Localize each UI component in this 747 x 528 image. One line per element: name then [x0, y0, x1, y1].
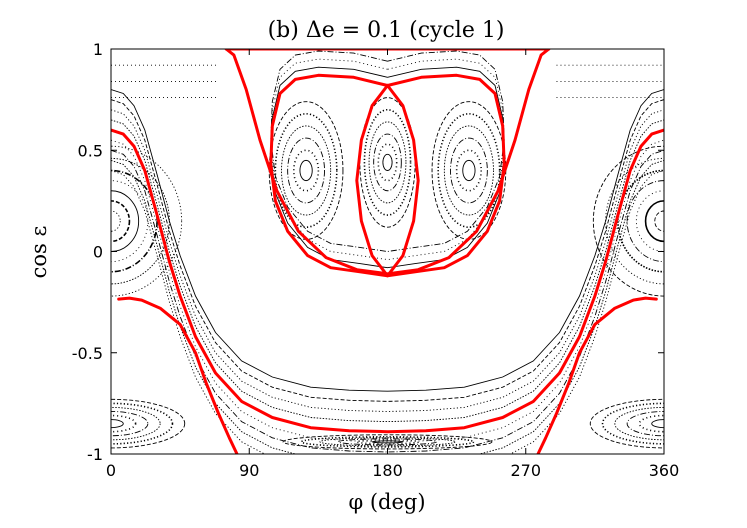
background-orbit	[274, 113, 338, 229]
background-orbit	[355, 439, 420, 445]
background-trajectory	[111, 149, 664, 453]
background-orbit	[111, 180, 149, 263]
background-orbit	[377, 143, 398, 182]
x-tick-label: 90	[239, 461, 259, 480]
background-trajectory	[270, 66, 505, 269]
background-orbit	[337, 438, 438, 446]
y-tick-label: -1	[87, 445, 103, 464]
x-axis-label: φ (deg)	[348, 490, 425, 514]
background-orbit	[292, 149, 320, 192]
background-trajectory	[111, 89, 664, 392]
y-tick-label: 1	[93, 40, 103, 59]
separatrix-3	[355, 84, 420, 278]
background-orbit	[363, 108, 412, 216]
background-orbit	[281, 125, 332, 216]
background-trajectory	[270, 50, 505, 252]
background-trajectory	[111, 119, 664, 423]
background-orbit	[111, 414, 137, 433]
background-orbit	[111, 398, 186, 449]
background-orbit	[443, 125, 494, 216]
separatrix-curves	[111, 49, 664, 454]
background-orbit	[300, 435, 475, 448]
background-trajectories	[111, 50, 664, 454]
background-orbit	[462, 159, 476, 182]
background-orbit	[111, 411, 149, 437]
background-orbit	[287, 137, 325, 204]
x-tick-label: 360	[649, 461, 680, 480]
background-orbit	[111, 402, 174, 445]
background-orbit	[368, 121, 407, 204]
axis-ticks: 0 90 180 270 360 -1 -0.5 0 0.5 1	[72, 40, 679, 480]
background-orbit	[111, 145, 183, 297]
background-orbit	[111, 210, 121, 232]
background-orbit	[626, 180, 664, 263]
x-tick-label: 180	[372, 461, 403, 480]
separatrix-5	[117, 296, 239, 454]
separatrix-4	[111, 128, 664, 434]
y-tick-label: 0.5	[78, 141, 103, 160]
chart-title: (b) Δe = 0.1 (cycle 1)	[268, 18, 505, 43]
background-orbit	[111, 190, 140, 252]
background-trajectory	[111, 159, 664, 454]
y-tick-label: 0	[93, 243, 103, 262]
background-orbit	[450, 137, 488, 204]
y-axis-label: cos ε	[27, 226, 51, 279]
background-orbit	[373, 133, 402, 192]
background-orbit	[299, 159, 313, 182]
background-orbit	[455, 149, 483, 192]
background-orbit	[111, 169, 158, 273]
background-orbit	[382, 153, 393, 171]
background-orbit	[319, 437, 456, 447]
background-orbit	[626, 411, 664, 437]
background-orbit	[111, 406, 161, 441]
background-orbit	[111, 200, 131, 243]
separatrix-6	[536, 296, 658, 454]
y-tick-label: -0.5	[72, 344, 103, 363]
background-orbit	[651, 419, 664, 429]
background-trajectory	[111, 139, 664, 443]
background-orbit	[437, 113, 501, 229]
x-tick-label: 270	[510, 461, 541, 480]
x-tick-label: 0	[106, 461, 116, 480]
